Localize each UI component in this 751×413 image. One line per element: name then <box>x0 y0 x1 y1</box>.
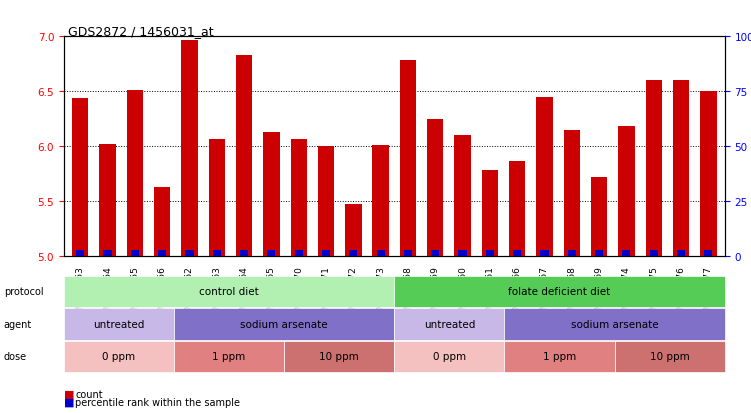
Bar <box>618 127 635 256</box>
Text: untreated: untreated <box>93 319 145 329</box>
Bar <box>322 251 330 256</box>
Bar <box>294 251 303 256</box>
Text: 0 ppm: 0 ppm <box>433 351 466 362</box>
Bar <box>131 251 139 256</box>
Bar <box>623 251 631 256</box>
Bar <box>372 145 389 256</box>
Bar <box>563 130 580 256</box>
Bar <box>240 251 248 256</box>
Text: 0 ppm: 0 ppm <box>102 351 135 362</box>
Text: percentile rank within the sample: percentile rank within the sample <box>75 397 240 407</box>
Bar <box>267 251 276 256</box>
Bar <box>568 251 576 256</box>
Text: protocol: protocol <box>4 287 44 297</box>
Bar <box>541 251 548 256</box>
Bar <box>213 251 221 256</box>
Bar <box>236 56 252 256</box>
Bar <box>458 251 466 256</box>
Text: untreated: untreated <box>424 319 475 329</box>
Bar <box>345 204 361 256</box>
Bar <box>650 251 658 256</box>
Bar <box>376 251 385 256</box>
Bar <box>404 251 412 256</box>
Bar <box>673 81 689 256</box>
Bar <box>677 251 685 256</box>
Bar <box>704 251 713 256</box>
Bar <box>431 251 439 256</box>
Text: GDS2872 / 1456031_at: GDS2872 / 1456031_at <box>68 25 213 38</box>
Bar <box>427 119 443 256</box>
Bar <box>99 145 116 256</box>
Text: dose: dose <box>4 351 27 362</box>
Bar <box>72 98 89 256</box>
Bar <box>154 187 170 256</box>
Text: 1 ppm: 1 ppm <box>213 351 246 362</box>
Bar <box>454 136 471 256</box>
Text: sodium arsenate: sodium arsenate <box>571 319 659 329</box>
Bar <box>76 251 84 256</box>
Bar <box>263 133 279 256</box>
Text: sodium arsenate: sodium arsenate <box>240 319 328 329</box>
Text: control diet: control diet <box>199 287 259 297</box>
Text: 10 ppm: 10 ppm <box>650 351 689 362</box>
Text: ■: ■ <box>64 397 74 407</box>
Bar <box>509 162 526 256</box>
Bar <box>400 61 416 256</box>
Bar <box>700 92 716 256</box>
Text: ■: ■ <box>64 389 74 399</box>
Text: 10 ppm: 10 ppm <box>319 351 359 362</box>
Bar <box>318 147 334 256</box>
Bar <box>104 251 112 256</box>
Bar <box>595 251 603 256</box>
Bar <box>291 140 307 256</box>
Bar <box>185 251 194 256</box>
Bar <box>646 81 662 256</box>
Text: folate deficient diet: folate deficient diet <box>508 287 611 297</box>
Text: 1 ppm: 1 ppm <box>543 351 576 362</box>
Bar <box>536 97 553 256</box>
Bar <box>127 91 143 256</box>
Bar <box>481 171 498 256</box>
Bar <box>591 177 608 256</box>
Bar <box>513 251 521 256</box>
Bar <box>209 140 225 256</box>
Bar <box>486 251 494 256</box>
Text: count: count <box>75 389 103 399</box>
Bar <box>181 40 198 256</box>
Bar <box>158 251 166 256</box>
Text: agent: agent <box>4 319 32 329</box>
Bar <box>349 251 357 256</box>
